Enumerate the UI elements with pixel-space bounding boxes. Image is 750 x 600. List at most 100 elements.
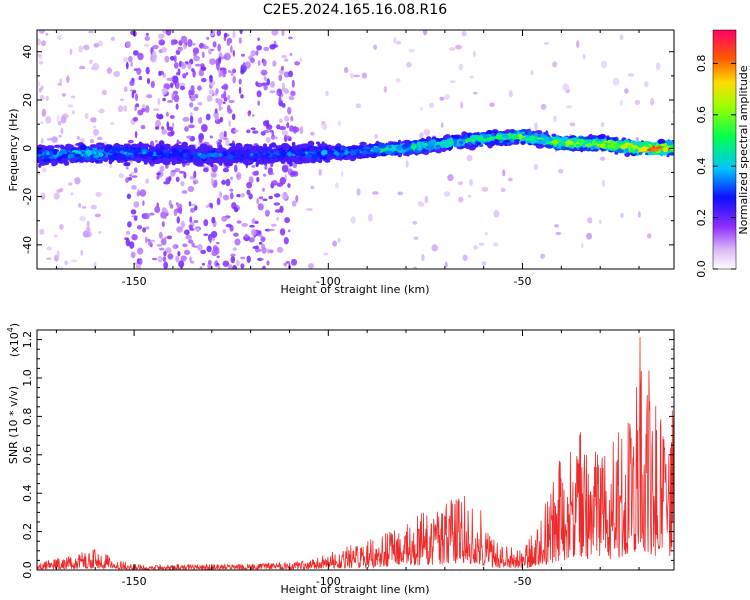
noise-speckle (202, 45, 209, 50)
noise-speckle (193, 55, 201, 62)
ridge-cell (657, 138, 666, 145)
noise-speckle (175, 81, 180, 89)
noise-speckle (84, 112, 89, 120)
noise-speckle (558, 168, 564, 174)
noise-speckle (232, 68, 237, 74)
noise-speckle (158, 33, 165, 39)
ridge-cell (589, 133, 593, 139)
noise-speckle (260, 131, 266, 136)
noise-speckle (142, 200, 145, 207)
ridge-cell (315, 141, 321, 145)
noise-speckle (250, 50, 257, 57)
ridge-cell (393, 150, 398, 154)
noise-speckle (236, 259, 240, 267)
noise-speckle (186, 135, 192, 139)
noise-speckle (183, 171, 187, 179)
noise-speckle (38, 60, 44, 65)
ridge-cell (177, 152, 185, 158)
noise-speckle (221, 215, 228, 222)
noise-speckle (203, 168, 209, 173)
noise-speckle (152, 44, 159, 50)
noise-speckle (447, 174, 454, 182)
noise-speckle (161, 221, 165, 228)
noise-speckle (217, 43, 221, 52)
noise-speckle (173, 94, 180, 103)
noise-speckle (288, 70, 293, 78)
noise-speckle (193, 106, 199, 112)
noise-speckle (150, 80, 155, 88)
noise-speckle (612, 77, 620, 86)
noise-speckle (581, 242, 584, 249)
noise-speckle (268, 228, 275, 232)
noise-speckle (145, 178, 150, 184)
ridge-cell (359, 141, 367, 146)
noise-speckle (481, 186, 489, 192)
noise-speckle (270, 81, 275, 88)
noise-speckle (533, 163, 539, 170)
noise-speckle (232, 50, 235, 57)
noise-speckle (221, 179, 226, 185)
noise-speckle (500, 187, 506, 193)
noise-speckle (176, 216, 180, 224)
noise-speckle (318, 168, 323, 176)
noise-speckle (187, 185, 195, 193)
noise-speckle (40, 193, 45, 197)
noise-speckle (270, 134, 276, 140)
noise-speckle (83, 44, 90, 51)
noise-speckle (189, 115, 194, 124)
noise-speckle (130, 61, 133, 67)
noise-speckle (262, 265, 266, 269)
noise-speckle (569, 122, 576, 127)
ridge-cell (156, 143, 160, 149)
noise-speckle (283, 262, 288, 267)
noise-speckle (234, 238, 241, 246)
ridge-cell (191, 152, 197, 156)
noise-speckle (125, 167, 129, 170)
noise-speckle (192, 43, 196, 46)
noise-speckle (51, 136, 58, 143)
noise-speckle (172, 90, 179, 95)
noise-speckle (184, 126, 189, 132)
ridge-cell (547, 137, 554, 141)
noise-speckle (201, 78, 207, 83)
noise-speckle (197, 101, 203, 106)
ridge-cell (218, 158, 225, 164)
ridge-cell (637, 142, 646, 146)
noise-speckle (440, 122, 444, 128)
noise-speckle (166, 77, 174, 82)
noise-speckle (66, 75, 70, 83)
noise-speckle (59, 224, 64, 230)
ridge-cell (316, 159, 321, 163)
noise-speckle (502, 169, 506, 177)
noise-speckle (180, 220, 185, 229)
noise-speckle (159, 247, 165, 251)
noise-speckle (544, 42, 549, 45)
noise-speckle (340, 171, 344, 177)
ridge-cell (442, 140, 450, 143)
noise-speckle (222, 260, 230, 267)
noise-speckle (199, 116, 203, 124)
noise-speckle (279, 126, 286, 131)
ridge-cell (227, 150, 232, 153)
noise-speckle (129, 174, 132, 177)
noise-speckle (439, 96, 445, 101)
ridge-cell (573, 138, 577, 144)
noise-speckle (262, 59, 267, 67)
noise-speckle (251, 165, 256, 168)
noise-speckle (288, 36, 293, 40)
noise-speckle (79, 216, 86, 222)
noise-speckle (154, 139, 158, 143)
noise-speckle (424, 195, 429, 204)
noise-speckle (279, 228, 286, 236)
noise-speckle (38, 30, 46, 34)
ridge-cell (302, 160, 308, 164)
noise-speckle (231, 202, 237, 210)
noise-speckle (194, 227, 200, 231)
noise-speckle (178, 41, 182, 46)
noise-speckle (125, 238, 131, 247)
noise-speckle (101, 89, 107, 96)
noise-speckle (185, 72, 189, 76)
noise-speckle (248, 237, 255, 243)
noise-speckle (635, 136, 639, 143)
noise-speckle (156, 172, 161, 175)
